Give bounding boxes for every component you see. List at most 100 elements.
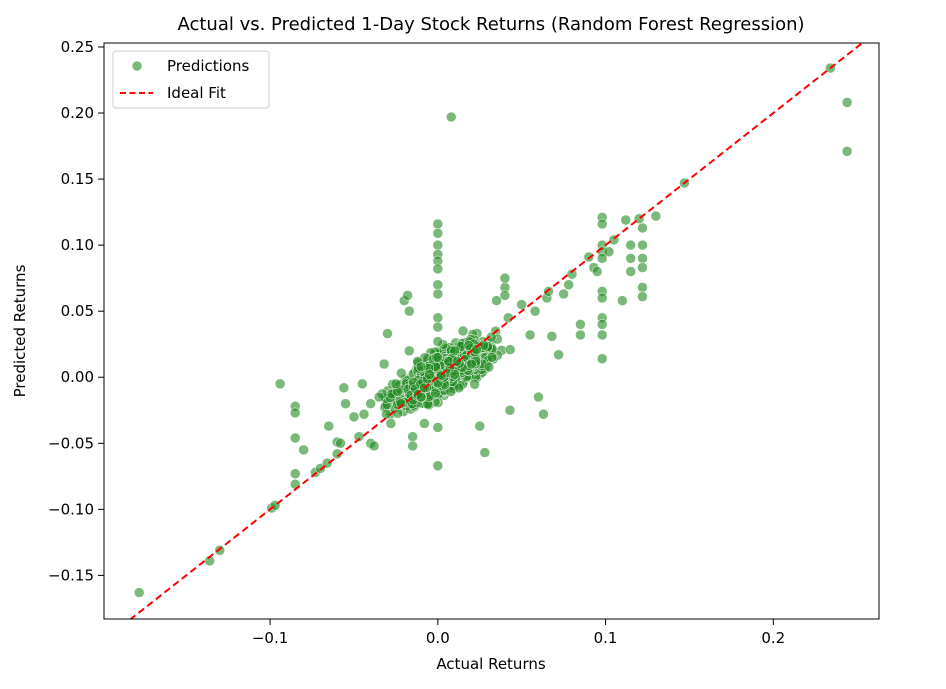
scatter-point [637,222,648,234]
scatter-point [432,336,444,347]
scatter-point [348,411,360,423]
x-axis-label: Actual Returns [436,655,546,673]
scatter-point [596,319,608,330]
scatter-point [596,329,608,341]
y-tick-label: 0.20 [61,104,94,122]
scatter-point [432,312,444,324]
scatter-point [340,398,351,409]
cloud-point [445,386,457,397]
y-tick-label: 0.25 [61,38,94,56]
y-axis: −0.15 −0.10 −0.05 0.00 0.05 0.10 0.15 0.20 0.25 [48,38,104,584]
scatter-point [395,398,407,409]
scatter-point [432,227,444,239]
scatter-point [432,352,444,363]
scatter-point [289,432,301,444]
scatter-point [625,253,636,264]
y-tick-label: 0.05 [61,302,94,320]
legend: Predictions Ideal Fit [112,50,270,109]
cloud-point [486,331,497,343]
cloud-point [449,369,460,380]
scatter-point [331,448,343,460]
scatter-point [432,321,444,333]
scatter-point [841,97,853,108]
scatter-point [625,266,636,277]
scatter-point [404,345,415,357]
scatter-point [637,282,648,293]
scatter-point [289,407,301,419]
legend-label-ideal-fit: Ideal Fit [167,84,226,102]
cloud-point [430,387,441,399]
scatter-point [575,319,586,330]
scatter-point [499,290,511,301]
scatter-point [365,398,376,409]
scatter-point [504,405,516,416]
scatter-point [637,291,648,302]
scatter-point [432,263,444,275]
scatter-point [583,251,595,263]
scatter-point [419,418,430,429]
scatter-point [625,239,636,251]
scatter-point [637,239,648,251]
y-tick-label: 0.15 [61,170,94,188]
scatter-point [637,262,648,273]
scatter-point [533,391,544,403]
scatter-point [466,358,477,370]
scatter-point [474,420,486,432]
scatter-point [368,440,380,452]
scatter-point [491,295,502,306]
scatter-point [323,420,335,432]
scatter-point [274,378,286,390]
scatter-point [617,295,628,306]
scatter-point [566,268,578,280]
scatter-point [373,391,385,403]
scatter-point [338,382,350,394]
scatter-point [563,279,574,291]
scatter-point [449,345,460,357]
scatter-point [358,408,370,420]
scatter-point [529,305,541,317]
scatter-point [390,378,402,390]
cloud-point [504,344,516,355]
y-tick-label: −0.05 [48,434,94,452]
scatter-point [596,353,608,364]
legend-label-predictions: Predictions [167,57,250,75]
scatter-point [637,253,648,264]
prediction-points [133,62,853,598]
scatter-point [357,378,368,390]
scatter-point [457,325,469,337]
plot-area [103,42,880,620]
scatter-point [385,418,397,429]
y-tick-label: 0.00 [61,368,94,386]
scatter-point [432,218,444,230]
scatter-point [382,328,393,339]
scatter-point [432,460,444,472]
scatter-point [289,468,301,479]
scatter-point [558,288,569,300]
y-tick-label: 0.10 [61,236,94,254]
scatter-point [524,329,536,341]
y-axis-label: Predicted Returns [11,264,29,397]
x-tick-label: 0.2 [761,629,785,647]
legend-marker-predictions [131,60,143,72]
scatter-point [407,431,418,442]
x-axis: −0.1 0.0 0.1 0.2 [252,619,785,647]
cloud-point [396,367,407,379]
scatter-point [353,431,365,442]
scatter-point [841,146,853,157]
scatter-point [543,286,554,297]
scatter-point [335,438,346,449]
scatter-point [407,440,418,452]
chart-title: Actual vs. Predicted 1-Day Stock Returns… [177,14,804,35]
scatter-point [415,361,427,372]
scatter-point [432,279,444,291]
x-tick-label: 0.1 [594,629,618,647]
scatter-point [650,210,662,222]
scatter-point [538,408,549,420]
scatter-point [432,422,444,433]
cloud-point [486,352,498,363]
x-tick-label: −0.1 [252,629,288,647]
x-tick-label: 0.0 [426,629,450,647]
scatter-point [596,292,608,304]
scatter-point [620,214,631,226]
